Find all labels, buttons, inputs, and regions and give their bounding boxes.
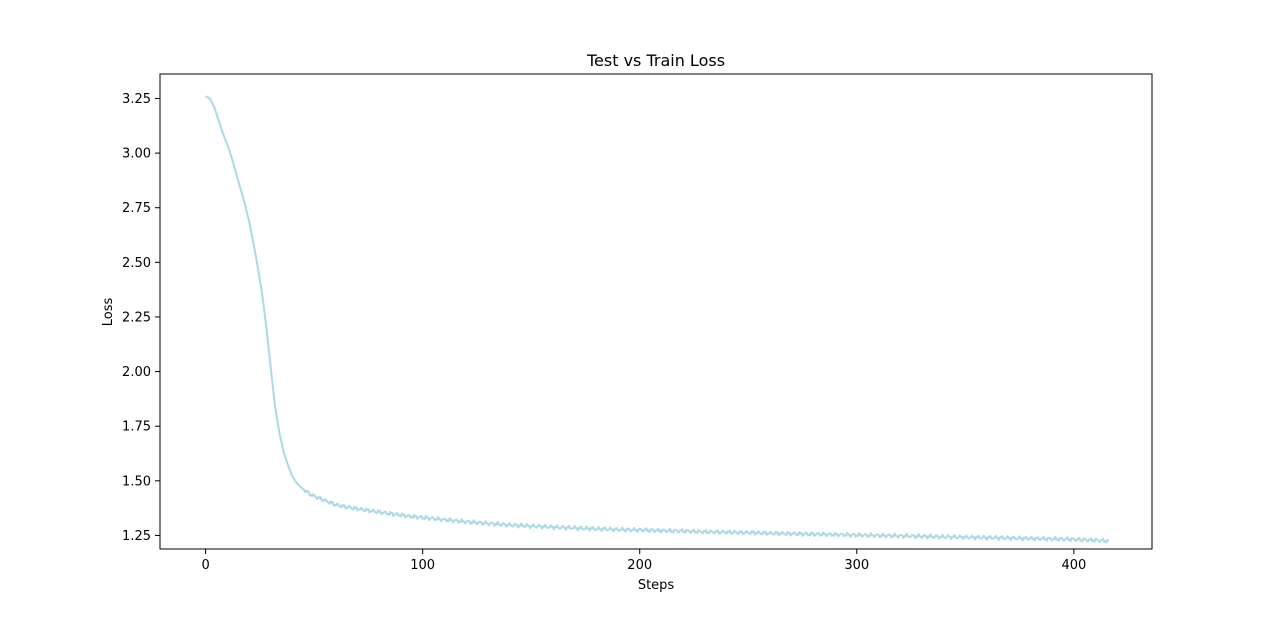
y-tick-label: 1.75	[122, 420, 151, 435]
y-axis-title: Loss	[101, 298, 116, 327]
chart-title: Test vs Train Loss	[586, 51, 725, 70]
axes: 0 100 200 300 400 1.25 1.50 1.75 2.00 2.25 2.50 2.7…	[122, 73, 1153, 573]
y-tick-label: 2.50	[122, 256, 151, 271]
y-tick-label: 2.00	[122, 365, 151, 380]
y-tick-label: 2.75	[122, 201, 151, 216]
x-tick-label: 300	[844, 558, 869, 573]
loss-series-line	[205, 95, 1110, 544]
y-tick-label: 3.25	[122, 92, 151, 107]
y-tick-label: 3.00	[122, 147, 151, 162]
x-tick-label: 100	[410, 558, 435, 573]
y-tick-label: 1.25	[122, 529, 151, 544]
y-tick-label: 2.25	[122, 310, 151, 325]
axes-frame	[159, 73, 1153, 550]
plot-area	[205, 95, 1110, 544]
x-axis-title: Steps	[638, 578, 675, 593]
x-tick-label: 0	[201, 558, 209, 573]
x-tick-label: 400	[1061, 558, 1086, 573]
y-tick-label: 1.50	[122, 474, 151, 489]
x-tick-label: 200	[627, 558, 652, 573]
